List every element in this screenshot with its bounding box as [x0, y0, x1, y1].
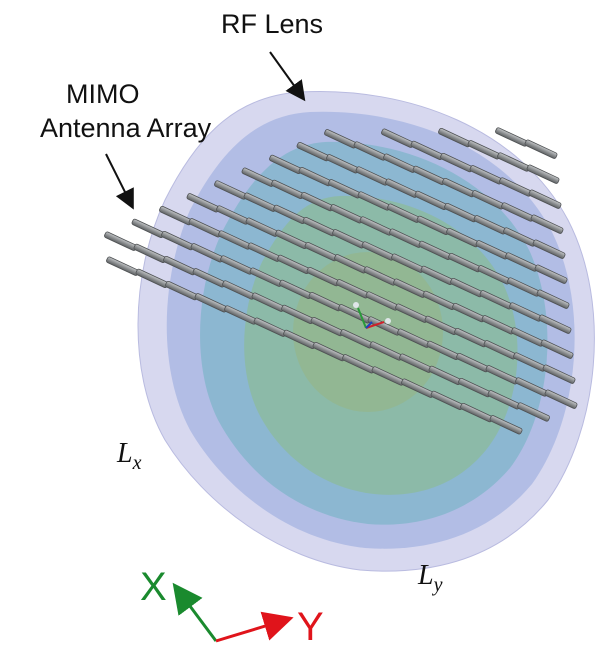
antenna-element [528, 189, 562, 209]
lens-core [293, 252, 443, 412]
rf-lens-arrow [269, 51, 306, 102]
y-axis-arrow [215, 611, 294, 643]
antenna-element [536, 289, 570, 309]
antenna-element [538, 314, 572, 334]
ly-label: Ly [417, 560, 443, 596]
mimo-arrow [105, 153, 134, 210]
antenna-element [530, 214, 564, 234]
antenna-element [104, 231, 137, 251]
antenna-element [526, 164, 560, 184]
antenna-element [534, 264, 568, 284]
x-axis-arrow [172, 582, 218, 642]
antenna-element [542, 364, 576, 384]
y-axis-label: Y [297, 605, 324, 647]
coordinate-axes: X Y [140, 565, 324, 647]
lx-label: Lx [116, 438, 142, 474]
center-origin-marker [353, 302, 391, 329]
lx-sub: x [132, 452, 142, 474]
ly-base: L [417, 560, 434, 591]
antenna-element [517, 402, 550, 422]
mimo-antenna-array [104, 127, 578, 435]
antenna-element [106, 256, 139, 276]
antenna-element [544, 389, 578, 409]
x-axis-label: X [140, 565, 167, 609]
antenna-element [540, 339, 574, 359]
antenna-element [532, 239, 566, 259]
mimo-label-line2: Antenna Array [40, 113, 212, 143]
lx-base: L [116, 438, 133, 469]
rf-lens-label: RF Lens [221, 9, 323, 39]
antenna-element [489, 415, 523, 435]
ly-sub: y [432, 574, 443, 596]
antenna-element [524, 139, 558, 159]
mimo-label-line1: MIMO [66, 79, 140, 109]
rf-lens [137, 90, 595, 572]
